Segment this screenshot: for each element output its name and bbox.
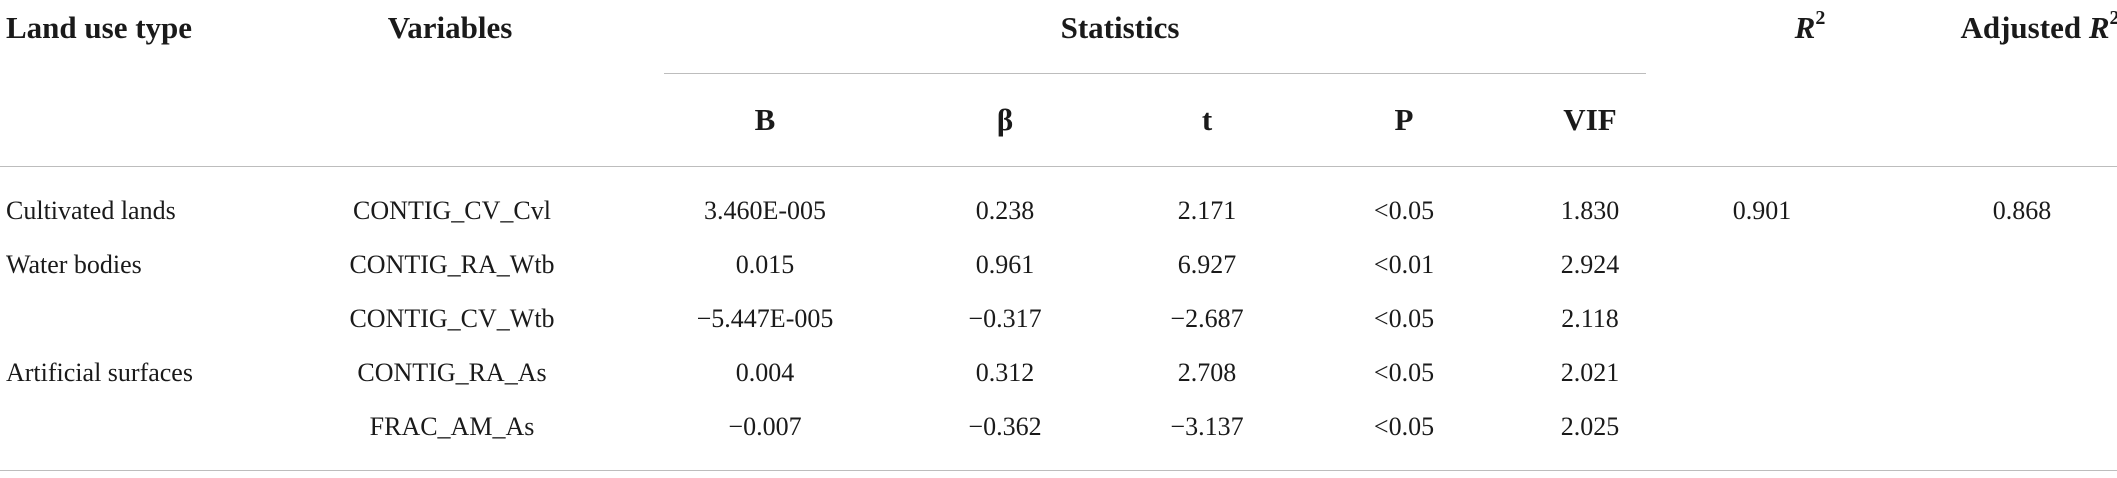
header-r-squared-r: R bbox=[1794, 10, 1816, 45]
cell-beta: −0.317 bbox=[968, 304, 1042, 333]
header-adjusted-r: R bbox=[2088, 10, 2110, 45]
subheader-t: t bbox=[1201, 102, 1213, 137]
cell-b: 0.004 bbox=[735, 358, 795, 387]
cell-land-use-type: Water bodies bbox=[6, 250, 142, 279]
cell-variable: FRAC_AM_As bbox=[369, 412, 535, 441]
cell-b: −0.007 bbox=[728, 412, 802, 441]
cell-t: −2.687 bbox=[1170, 304, 1244, 333]
cell-t: 6.927 bbox=[1177, 250, 1237, 279]
header-adjusted-sup: 2 bbox=[2109, 7, 2117, 29]
cell-p: <0.01 bbox=[1373, 250, 1435, 279]
cell-t: −3.137 bbox=[1170, 412, 1244, 441]
subheader-b: B bbox=[754, 102, 776, 137]
header-adjusted-prefix: Adjusted bbox=[1960, 10, 2089, 45]
cell-t: 2.708 bbox=[1177, 358, 1237, 387]
cell-p: <0.05 bbox=[1373, 196, 1435, 225]
statistics-underline bbox=[664, 73, 1646, 74]
cell-vif: 2.118 bbox=[1561, 304, 1619, 333]
cell-beta: 0.961 bbox=[975, 250, 1035, 279]
header-bottom-rule bbox=[0, 166, 2117, 167]
cell-b: 0.015 bbox=[735, 250, 795, 279]
cell-variable: CONTIG_CV_Wtb bbox=[349, 304, 555, 333]
cell-beta: 0.312 bbox=[975, 358, 1035, 387]
cell-p: <0.05 bbox=[1373, 304, 1435, 333]
cell-vif: 2.021 bbox=[1560, 358, 1620, 387]
cell-beta: 0.238 bbox=[975, 196, 1035, 225]
cell-vif: 2.924 bbox=[1560, 250, 1620, 279]
cell-land-use-type: Cultivated lands bbox=[6, 196, 176, 225]
header-land-use-type: Land use type bbox=[6, 10, 193, 45]
subheader-p: P bbox=[1394, 102, 1414, 137]
table-bottom-rule bbox=[0, 470, 2117, 471]
cell-vif: 2.025 bbox=[1560, 412, 1620, 441]
cell-variable: CONTIG_RA_Wtb bbox=[349, 250, 555, 279]
cell-p: <0.05 bbox=[1373, 358, 1435, 387]
cell-adjusted-r-squared: 0.868 bbox=[1992, 196, 2052, 225]
cell-t: 2.171 bbox=[1177, 196, 1237, 225]
cell-b: −5.447E-005 bbox=[696, 304, 834, 333]
header-r-squared: R2 bbox=[1794, 8, 1826, 45]
header-adjusted-r-squared: Adjusted R2 bbox=[1960, 8, 2117, 45]
header-statistics: Statistics bbox=[1060, 10, 1180, 45]
subheader-beta: β bbox=[996, 102, 1014, 137]
cell-beta: −0.362 bbox=[968, 412, 1042, 441]
subheader-vif: VIF bbox=[1563, 102, 1617, 137]
header-variables: Variables bbox=[387, 10, 513, 45]
cell-variable: CONTIG_RA_As bbox=[357, 358, 547, 387]
cell-variable: CONTIG_CV_Cvl bbox=[353, 196, 551, 225]
cell-b: 3.460E-005 bbox=[703, 196, 827, 225]
header-r-squared-sup: 2 bbox=[1815, 7, 1826, 29]
cell-p: <0.05 bbox=[1373, 412, 1435, 441]
cell-r-squared: 0.901 bbox=[1732, 196, 1792, 225]
cell-vif: 1.830 bbox=[1560, 196, 1620, 225]
cell-land-use-type: Artificial surfaces bbox=[6, 358, 193, 387]
